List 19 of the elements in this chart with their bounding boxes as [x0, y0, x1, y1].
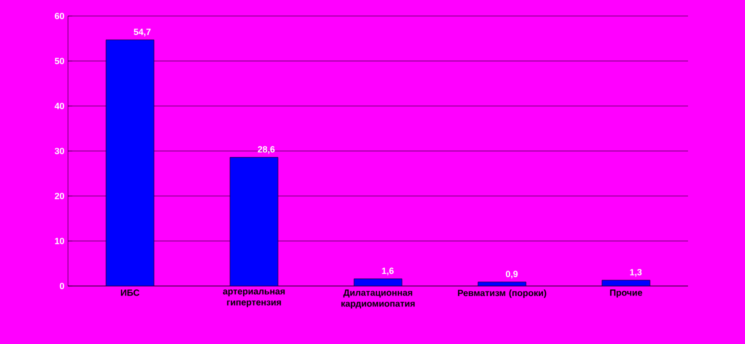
x-tick-label: Ревматизм (пороки)	[458, 290, 546, 298]
y-tick-label: 10	[55, 238, 64, 244]
x-tick-label: Дилатационная кардиомиопатия	[341, 290, 415, 309]
y-tick-label: 30	[54, 148, 64, 154]
y-tick-label: 50	[54, 58, 64, 64]
y-tick-label: 60	[54, 12, 64, 20]
bar	[230, 157, 278, 286]
data-label: 1,3	[630, 268, 642, 277]
y-tick-label: 20	[54, 192, 64, 200]
data-label: 1,6	[382, 268, 394, 276]
x-tick-label: Прочие	[610, 290, 642, 298]
y-tick-label: 40	[54, 102, 64, 110]
data-label: 0,9	[506, 270, 518, 278]
data-label: 28,6	[258, 146, 275, 154]
data-label: 54,7	[134, 28, 151, 36]
x-tick-label: ИБС	[120, 290, 140, 296]
x-tick-label: артериальная гипертензия	[222, 290, 285, 308]
y-tick-label: 0	[60, 282, 64, 290]
bar	[106, 40, 154, 286]
